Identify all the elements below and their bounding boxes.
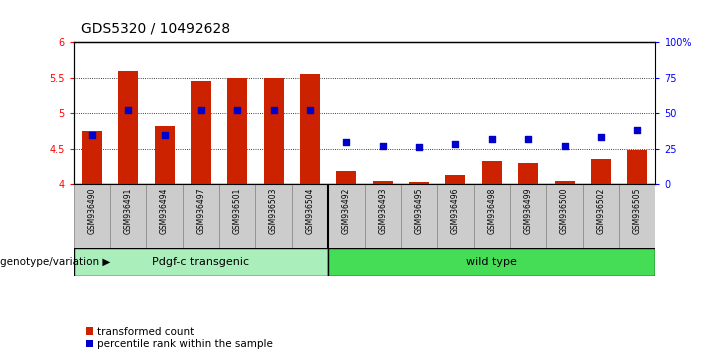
Bar [619, 184, 655, 248]
Bar [219, 184, 255, 248]
Text: GSM936501: GSM936501 [233, 187, 242, 234]
Text: GSM936505: GSM936505 [633, 187, 641, 234]
Text: GSM936494: GSM936494 [160, 187, 169, 234]
Bar [300, 74, 320, 184]
Point [159, 132, 170, 137]
Text: GDS5320 / 10492628: GDS5320 / 10492628 [81, 21, 230, 35]
Text: GSM936503: GSM936503 [269, 187, 278, 234]
Bar [474, 184, 510, 248]
Text: GSM936499: GSM936499 [524, 187, 533, 234]
Point [196, 108, 207, 113]
Bar [336, 171, 356, 184]
Bar [583, 184, 619, 248]
Bar [191, 81, 211, 184]
Bar [110, 184, 147, 248]
Text: Pdgf-c transgenic: Pdgf-c transgenic [152, 257, 250, 267]
Point [268, 108, 279, 113]
Bar [401, 184, 437, 248]
Point [559, 143, 570, 149]
Point [595, 135, 606, 140]
Point [231, 108, 243, 113]
Text: GSM936504: GSM936504 [306, 187, 315, 234]
Bar [445, 175, 465, 184]
Text: genotype/variation ▶: genotype/variation ▶ [0, 257, 110, 267]
Bar [591, 159, 611, 184]
Text: GSM936491: GSM936491 [123, 187, 132, 234]
Bar [365, 184, 401, 248]
Point [341, 139, 352, 144]
Point [377, 143, 388, 149]
Bar [255, 184, 292, 248]
Text: GSM936493: GSM936493 [379, 187, 387, 234]
Bar [264, 78, 284, 184]
Text: GSM936497: GSM936497 [196, 187, 205, 234]
Bar [328, 248, 655, 276]
Bar [482, 161, 502, 184]
Text: wild type: wild type [466, 257, 517, 267]
Bar [74, 248, 328, 276]
Legend: transformed count, percentile rank within the sample: transformed count, percentile rank withi… [86, 327, 273, 349]
Bar [292, 184, 328, 248]
Point [414, 144, 425, 150]
Point [123, 108, 134, 113]
Bar [554, 181, 575, 184]
Bar [627, 150, 647, 184]
Bar [82, 131, 102, 184]
Bar [328, 184, 365, 248]
Point [86, 132, 97, 137]
Point [632, 127, 643, 133]
Bar [409, 182, 429, 184]
Text: GSM936490: GSM936490 [88, 187, 96, 234]
Text: GSM936498: GSM936498 [487, 187, 496, 234]
Point [304, 108, 315, 113]
Point [522, 136, 533, 142]
Point [450, 142, 461, 147]
Bar [437, 184, 474, 248]
Bar [118, 71, 138, 184]
Bar [147, 184, 183, 248]
Point [486, 136, 498, 142]
Bar [373, 181, 393, 184]
Bar [154, 126, 175, 184]
Bar [183, 184, 219, 248]
Text: GSM936496: GSM936496 [451, 187, 460, 234]
Bar [546, 184, 583, 248]
Bar [74, 184, 110, 248]
Text: GSM936500: GSM936500 [560, 187, 569, 234]
Text: GSM936495: GSM936495 [414, 187, 423, 234]
Bar [518, 163, 538, 184]
Bar [510, 184, 546, 248]
Bar [227, 78, 247, 184]
Text: GSM936492: GSM936492 [342, 187, 350, 234]
Text: GSM936502: GSM936502 [597, 187, 606, 234]
